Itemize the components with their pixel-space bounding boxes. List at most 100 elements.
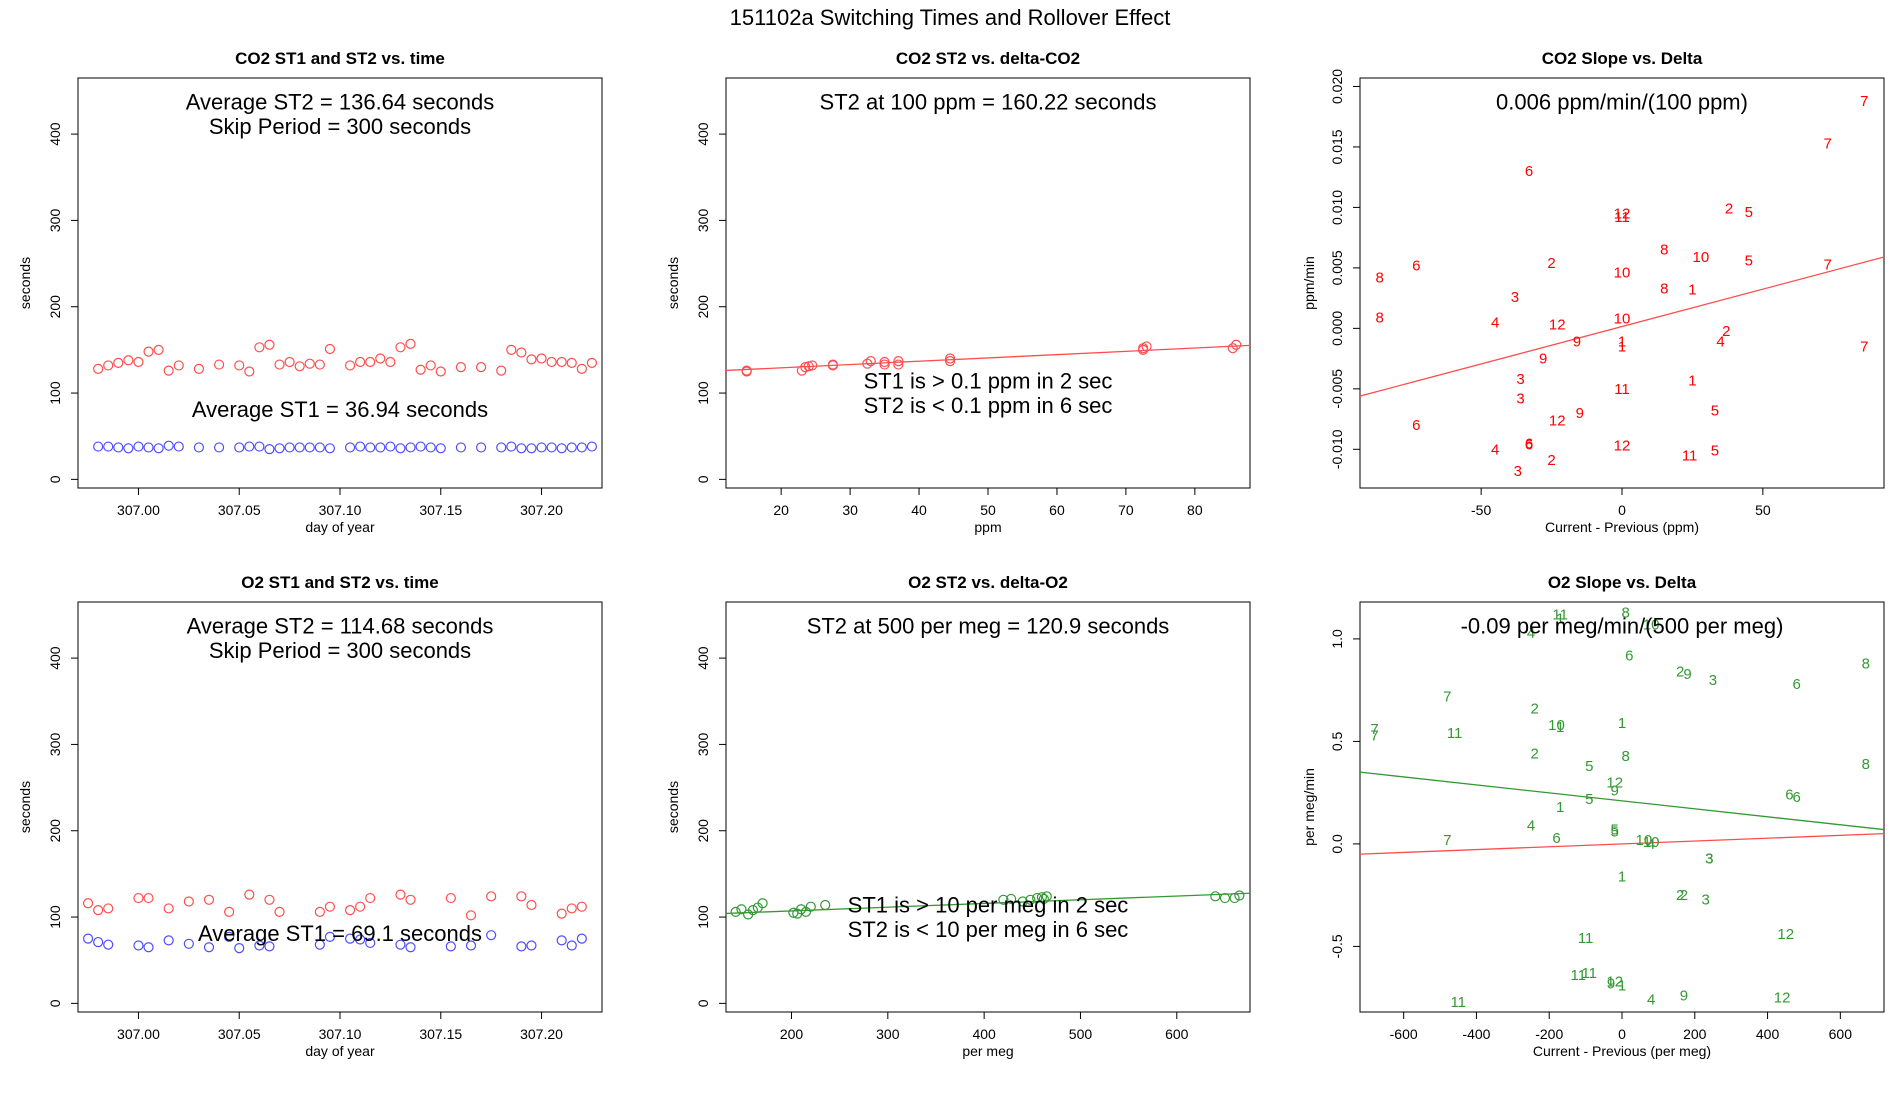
data-point-st2 <box>163 903 174 914</box>
data-point-label: 12 <box>1549 412 1566 429</box>
data-point-label: 9 <box>1611 783 1619 800</box>
data-point-st2 <box>344 905 356 916</box>
chart-panel-3: CO2 Slope vs. Delta -50 0 50 -0.010 -0.005 0.0… <box>1301 49 1885 535</box>
data-point-st1 <box>425 442 436 453</box>
data-point-label: 4 <box>1647 992 1655 1009</box>
data-point-label: 1 <box>1618 338 1626 355</box>
x-tick-label: -200 <box>1535 1026 1563 1042</box>
data-point <box>998 894 1009 905</box>
annotation: -0.09 per meg/min/(500 per meg) <box>1461 614 1784 639</box>
data-point-label: 10 <box>1614 311 1631 328</box>
data-point-label: 11 <box>1578 930 1594 947</box>
data-point-st2 <box>566 357 577 368</box>
data-point <box>865 356 876 367</box>
data-point-st2 <box>375 353 386 364</box>
data-point-label: 5 <box>1611 822 1619 839</box>
y-tick-label: 100 <box>695 905 711 929</box>
data-point-st1 <box>183 938 194 949</box>
data-point <box>944 353 956 364</box>
x-tick-label: -400 <box>1462 1026 1490 1042</box>
y-tick-label: 0.5 <box>1329 731 1345 751</box>
data-point-label: 7 <box>1443 688 1451 705</box>
plot-area <box>82 889 587 954</box>
data-point-st1 <box>405 442 416 453</box>
data-point <box>796 904 807 915</box>
x-tick-label: 200 <box>780 1026 804 1042</box>
data-point-label: 1 <box>1688 282 1696 299</box>
data-point-st2 <box>546 356 557 368</box>
fit-line <box>1360 833 1884 855</box>
data-point <box>730 906 741 917</box>
x-tick-label: 307.20 <box>520 502 563 518</box>
data-point-label: 6 <box>1552 830 1560 847</box>
x-tick-label: 30 <box>842 502 858 518</box>
data-point-st2 <box>304 358 315 369</box>
data-point-st1 <box>224 931 235 943</box>
data-point-st2 <box>103 360 114 371</box>
y-tick-label: 400 <box>695 122 711 146</box>
y-axis-label: ppm/min <box>1301 256 1317 310</box>
chart-panel-4: O2 ST1 and ST2 vs. time 307.00 307.05 307.1… <box>17 573 603 1059</box>
y-tick-label: 0 <box>695 999 711 1007</box>
data-point-st1 <box>93 441 104 452</box>
plot-area <box>726 339 1250 377</box>
data-point <box>1141 341 1152 352</box>
data-point-label: 6 <box>1525 435 1533 452</box>
data-point-st2 <box>133 356 144 368</box>
data-point-st1 <box>556 443 567 454</box>
x-tick-label: 70 <box>1118 502 1134 518</box>
data-point-label: 1 <box>1618 334 1626 351</box>
x-tick-label: 400 <box>972 1026 996 1042</box>
data-point-st1 <box>264 941 275 952</box>
chart-title: CO2 ST2 vs. delta-CO2 <box>896 49 1080 68</box>
data-point <box>805 901 816 912</box>
y-axis-label: seconds <box>17 257 33 309</box>
data-point-label: 2 <box>1722 323 1730 340</box>
data-point-label: 11 <box>1447 725 1463 742</box>
data-point-label: 11 <box>1614 209 1630 226</box>
annotation: Skip Period = 300 seconds <box>209 114 471 139</box>
y-tick-label: 200 <box>47 295 63 319</box>
data-point-st1 <box>415 441 426 452</box>
fit-line <box>1360 771 1884 831</box>
data-point <box>741 365 752 376</box>
data-point-st2 <box>445 892 456 904</box>
data-point-st2 <box>344 360 356 371</box>
data-point-st2 <box>556 908 567 919</box>
data-point <box>1210 891 1221 902</box>
data-point-label: 12 <box>1606 774 1623 791</box>
data-point-st1 <box>344 442 356 453</box>
data-point-st2 <box>435 366 446 377</box>
data-point-label: 12 <box>1606 973 1623 990</box>
data-point-label: 8 <box>1376 270 1384 287</box>
data-point-st2 <box>465 910 477 921</box>
data-point-label: 5 <box>1611 824 1619 841</box>
data-point-st2 <box>244 889 255 900</box>
data-point <box>879 356 890 368</box>
x-tick-label: 50 <box>1755 502 1771 518</box>
data-point <box>1038 893 1049 905</box>
data-point-label: 1 <box>1556 610 1564 627</box>
data-point-st2 <box>526 354 537 365</box>
data-point-label: 9 <box>1683 666 1691 683</box>
data-point-st2 <box>365 892 376 904</box>
x-axis-label: ppm <box>974 519 1001 535</box>
data-point-label: 7 <box>1823 256 1831 273</box>
data-point-label: 6 <box>1412 257 1420 274</box>
data-point-st1 <box>475 442 487 453</box>
x-tick-label: 307.10 <box>319 1026 362 1042</box>
data-point <box>1234 890 1245 901</box>
data-point-st2 <box>103 903 114 914</box>
data-point <box>862 358 873 369</box>
data-point-st2 <box>284 356 295 368</box>
data-point-st2 <box>244 366 255 377</box>
annotation: ST1 is > 10 per meg in 2 sec <box>848 892 1129 917</box>
y-tick-label: 400 <box>695 646 711 670</box>
data-point-st2 <box>123 355 134 366</box>
plot-frame <box>1359 77 1885 489</box>
data-point-st2 <box>143 892 154 904</box>
data-point-label: 8 <box>1660 280 1668 297</box>
data-point-st1 <box>486 930 497 941</box>
plot-area: 7777111144221011115551181110611298112105… <box>1360 604 1884 1011</box>
